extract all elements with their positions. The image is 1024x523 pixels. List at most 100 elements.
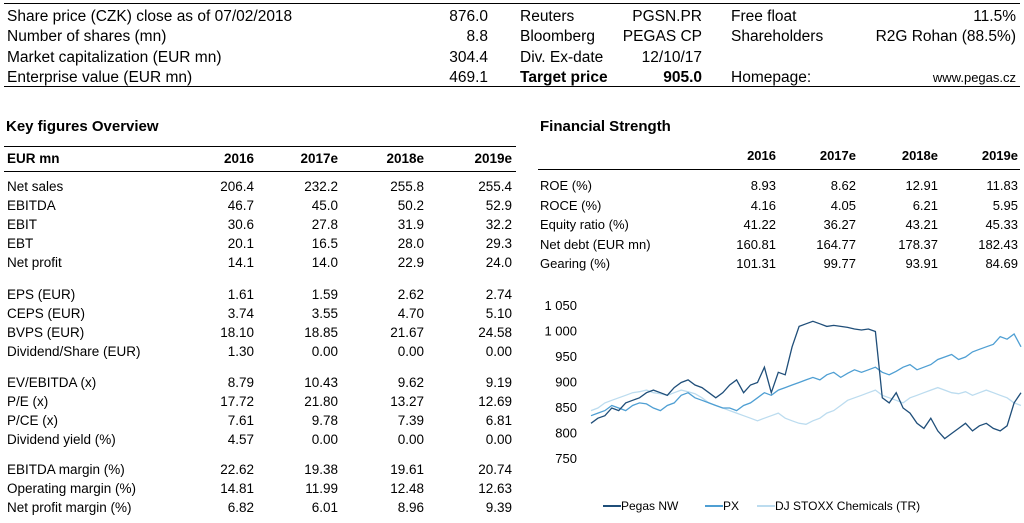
cell-value: 14.81 — [220, 481, 254, 496]
row-label: EBITDA — [7, 198, 56, 213]
cell-value: 9.39 — [485, 500, 512, 515]
enterprise-value-value: 469.1 — [449, 69, 488, 86]
cell-value: 182.43 — [978, 236, 1018, 252]
cell-value: 21.80 — [304, 394, 338, 409]
enterprise-value-label: Enterprise value (EUR mn) — [7, 69, 193, 86]
cell-value: 19.38 — [304, 462, 338, 477]
cell-value: 1.30 — [227, 344, 254, 359]
legend-label: Pegas NW — [621, 499, 679, 513]
table-row: Net debt (EUR mn) 160.81 164.77 178.37 182.4… — [538, 235, 1020, 254]
reuters-label: Reuters — [520, 8, 575, 25]
homepage-link[interactable]: www.pegas.cz — [932, 70, 1016, 85]
cell-value: 0.00 — [311, 432, 338, 447]
key-figures-header-row: EUR mn 2016 2017e 2018e 2019e — [4, 146, 516, 172]
cell-value: 52.9 — [485, 198, 512, 213]
row-label: BVPS (EUR) — [7, 325, 85, 340]
cell-value: 30.6 — [227, 217, 254, 232]
year-header: 2016 — [747, 148, 776, 163]
y-tick-label: 900 — [555, 375, 577, 390]
table-row: CEPS (EUR) 3.74 3.55 4.70 5.10 — [4, 305, 516, 323]
cell-value: 84.69 — [985, 256, 1018, 271]
cell-value: 0.00 — [485, 432, 512, 447]
row-label: ROE (%) — [540, 178, 592, 193]
cell-value: 8.79 — [227, 375, 254, 390]
table-row: EV/EBITDA (x) 8.79 10.43 9.62 9.19 — [4, 374, 516, 392]
cell-value: 232.2 — [304, 179, 338, 194]
cell-value: 28.0 — [397, 236, 424, 251]
series-line — [590, 320, 1022, 440]
cell-value: 45.33 — [985, 217, 1018, 232]
cell-value: 99.77 — [823, 256, 856, 271]
shareholders-label: Shareholders — [731, 28, 824, 45]
free-float-label: Free float — [731, 8, 797, 25]
cell-value: 4.57 — [227, 432, 254, 447]
cell-value: 4.05 — [830, 197, 856, 213]
market-cap-value: 304.4 — [449, 49, 488, 66]
cell-value: 12.48 — [390, 481, 424, 496]
cell-value: 19.61 — [390, 462, 424, 477]
year-header: 2019e — [474, 151, 512, 166]
table-row: Net sales 206.4 232.2 255.8 255.4 — [4, 178, 516, 196]
cell-value: 6.81 — [485, 413, 512, 428]
table-row: Operating margin (%) 14.81 11.99 12.48 12.63 — [4, 480, 516, 498]
line-chart-svg: 1 050 1 000 950 900 850 800 750 Pegas NW PX DJ ST… — [544, 298, 1022, 513]
row-label: ROCE (%) — [540, 197, 602, 213]
cell-value: 101.31 — [736, 256, 776, 271]
reuters-value: PGSN.PR — [632, 8, 702, 25]
cell-value: 13.27 — [390, 394, 424, 409]
cell-value: 2.74 — [485, 287, 512, 302]
legend-label: DJ STOXX Chemicals (TR) — [775, 499, 920, 513]
table-row: EPS (EUR) 1.61 1.59 2.62 2.74 — [4, 286, 516, 304]
cell-value: 20.74 — [478, 462, 512, 477]
share-price-label: Share price (CZK) close as of 07/02/2018 — [7, 8, 293, 25]
series-line — [590, 333, 1022, 417]
cell-value: 5.95 — [992, 197, 1018, 213]
cell-value: 12.63 — [478, 481, 512, 496]
cell-value: 50.2 — [397, 198, 424, 213]
row-label: EV/EBITDA (x) — [7, 375, 97, 390]
cell-value: 2.62 — [397, 287, 424, 302]
year-header: 2017e — [819, 148, 856, 163]
share-price-chart: 1 050 1 000 950 900 850 800 750 Pegas NW PX DJ ST… — [535, 296, 1023, 522]
row-label: EPS (EUR) — [7, 287, 76, 302]
div-exdate-label: Div. Ex-date — [520, 49, 604, 66]
row-label: P/CE (x) — [7, 413, 59, 428]
row-label: Gearing (%) — [540, 256, 611, 271]
cell-value: 9.62 — [397, 375, 424, 390]
table-row: ROE (%) 8.93 8.62 12.91 11.83 — [538, 176, 1020, 195]
cell-value: 1.61 — [227, 287, 254, 302]
cell-value: 0.00 — [397, 344, 424, 359]
cell-value: 3.55 — [311, 306, 338, 321]
row-label: Dividend/Share (EUR) — [7, 344, 141, 359]
table-row: Gearing (%) 101.31 99.77 93.91 84.69 — [538, 254, 1020, 273]
y-tick-label: 1 000 — [544, 324, 577, 339]
cell-value: 1.59 — [311, 287, 338, 302]
y-tick-label: 750 — [555, 451, 577, 466]
cell-value: 46.7 — [227, 198, 254, 213]
row-label: CEPS (EUR) — [7, 306, 86, 321]
shares-label: Number of shares (mn) — [7, 28, 167, 45]
cell-value: 178.37 — [898, 236, 938, 252]
key-figures-title: Key figures Overview — [6, 118, 159, 135]
homepage-label: Homepage: — [731, 69, 812, 86]
cell-value: 14.0 — [311, 255, 338, 270]
row-label: Net profit margin (%) — [7, 500, 132, 515]
bloomberg-value: PEGAS CP — [622, 28, 702, 45]
row-label: Equity ratio (%) — [540, 217, 629, 232]
cell-value: 206.4 — [220, 179, 254, 194]
target-price-value: 905.0 — [663, 69, 702, 86]
cell-value: 6.01 — [311, 500, 338, 515]
cell-value: 164.77 — [816, 236, 856, 252]
target-price-label: Target price — [520, 69, 608, 86]
cell-value: 24.58 — [478, 325, 512, 340]
row-label: Operating margin (%) — [7, 481, 137, 496]
y-tick-label: 850 — [555, 400, 577, 415]
table-row: EBT 20.1 16.5 28.0 29.3 — [4, 235, 516, 253]
share-price-value: 876.0 — [449, 8, 488, 25]
y-tick-label: 950 — [555, 349, 577, 364]
cell-value: 0.00 — [397, 432, 424, 447]
cell-value: 20.1 — [227, 236, 254, 251]
cell-value: 255.8 — [390, 179, 424, 194]
table-row: Net profit 14.1 14.0 22.9 24.0 — [4, 254, 516, 272]
row-label: EBITDA margin (%) — [7, 462, 125, 477]
